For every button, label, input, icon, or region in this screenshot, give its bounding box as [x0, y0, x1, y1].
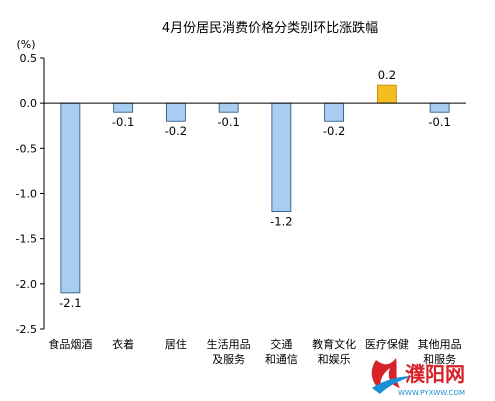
y-axis-ticks: 0.5 0.0 -0.5 -1.0 -1.5 -2.0 -2.5 [16, 52, 44, 336]
bar [165, 102, 186, 122]
category-label: 食品烟酒 [48, 337, 92, 351]
axes [43, 58, 466, 329]
bars [60, 84, 450, 294]
data-label: -0.1 [217, 115, 239, 129]
category-label: 及服务 [212, 353, 245, 366]
category-label: 和通信 [265, 353, 298, 366]
bar [429, 102, 450, 113]
y-tick-label: -2.0 [16, 278, 37, 291]
category-label: 医疗保健 [365, 337, 409, 351]
category-label: 和服务 [423, 353, 456, 366]
watermark-url: WWW.PYXWW.COM [398, 389, 465, 397]
category-label: 居住 [165, 337, 187, 351]
watermark-text: 濮阳网 [405, 362, 465, 386]
bar [60, 102, 81, 294]
bar [113, 102, 134, 113]
data-label: -0.1 [112, 115, 134, 129]
category-label: 和娱乐 [318, 352, 351, 366]
bar [324, 102, 345, 122]
data-labels: -2.1 -0.1 -0.2 -0.1 -1.2 -0.2 0.2 -0.1 [59, 68, 451, 310]
category-label: 其他用品 [418, 338, 462, 351]
y-tick-label: -2.5 [16, 323, 37, 336]
bar [271, 102, 292, 212]
y-tick-label: 0.5 [20, 52, 38, 65]
chart-title: 4月份居民消费价格分类别环比涨跌幅 [162, 20, 378, 36]
category-label: 教育文化 [312, 337, 356, 351]
data-label: -0.2 [165, 124, 187, 138]
data-label: -0.2 [323, 124, 345, 138]
y-tick-label: 0.0 [20, 97, 38, 110]
data-label: 0.2 [378, 68, 396, 82]
data-label: -1.2 [270, 215, 292, 229]
category-label: 交通 [270, 337, 292, 351]
watermark-logo: 濮阳网 WWW.PYXWW.COM [371, 358, 465, 397]
y-tick-label: -0.5 [16, 142, 37, 155]
data-label: -0.1 [428, 115, 450, 129]
y-tick-label: -1.5 [16, 233, 37, 246]
y-tick-label: -1.0 [16, 188, 37, 201]
swoosh-icon [372, 376, 414, 394]
bar [376, 84, 397, 104]
y-axis-unit: (%) [16, 38, 35, 51]
bar [218, 102, 239, 113]
category-label: 衣着 [112, 337, 134, 351]
data-label: -2.1 [59, 296, 81, 310]
category-label: 生活用品 [207, 337, 251, 351]
